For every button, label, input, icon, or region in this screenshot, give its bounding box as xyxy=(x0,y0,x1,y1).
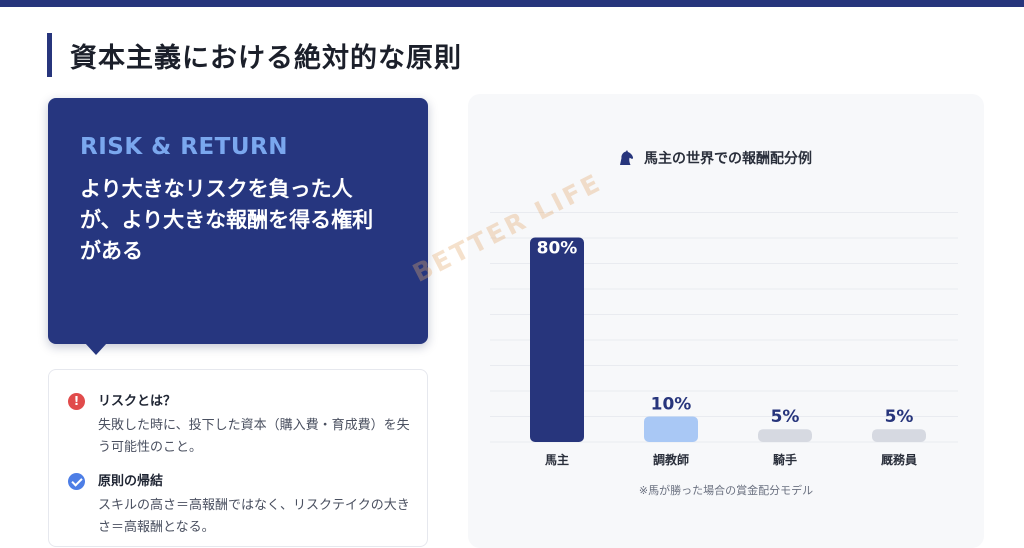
chart-title: 馬主の世界での報酬配分例 xyxy=(644,151,812,167)
bar-4 xyxy=(872,429,926,442)
chart-header: 馬主の世界での報酬配分例 xyxy=(617,148,812,168)
category-label: 騎手 xyxy=(773,452,797,467)
data-label: 10% xyxy=(651,394,692,414)
chart-footnote: ※馬が勝った場合の賞金配分モデル xyxy=(638,484,814,497)
reward-distribution-chart: 80% 馬主 10% 調教師 5% 騎手 5% 厩務員 xyxy=(490,212,958,467)
page-header: 資本主義における絶対的な原則 xyxy=(47,33,462,77)
check-circle-icon xyxy=(68,473,85,490)
data-label: 80% xyxy=(537,239,578,259)
callout-kicker: RISK & RETURN xyxy=(80,134,288,160)
alert-circle-icon xyxy=(68,393,85,410)
data-label: 5% xyxy=(885,407,914,427)
note-risk: リスクとは？ 失敗した時に、投下した資本（購入費・育成費）を失う可能性のこと。 xyxy=(68,392,410,459)
callout-pointer xyxy=(85,343,107,355)
title-accent-bar xyxy=(47,33,52,77)
category-label: 馬主 xyxy=(545,452,569,467)
category-label: 調教師 xyxy=(653,452,689,467)
category-label: 厩務員 xyxy=(881,452,917,467)
bar-2 xyxy=(644,416,698,442)
note-description: 失敗した時に、投下した資本（購入費・育成費）を失う可能性のこと。 xyxy=(98,418,410,455)
bar-3 xyxy=(758,429,812,442)
note-description: スキルの高さ＝高報酬ではなく、リスクテイクの大きさ＝高報酬となる。 xyxy=(98,498,410,535)
data-label: 5% xyxy=(771,407,800,427)
note-consequence: 原則の帰結 スキルの高さ＝高報酬ではなく、リスクテイクの大きさ＝高報酬となる。 xyxy=(68,472,410,539)
notes-card: リスクとは？ 失敗した時に、投下した資本（購入費・育成費）を失う可能性のこと。 … xyxy=(48,369,428,547)
top-accent-bar xyxy=(0,0,1024,7)
page-title: 資本主義における絶対的な原則 xyxy=(70,42,462,74)
bar-1 xyxy=(530,237,584,442)
note-title: リスクとは？ xyxy=(98,394,177,409)
principle-callout: RISK & RETURN より大きなリスクを負った人が、より大きな報酬を得る権… xyxy=(48,98,428,344)
callout-body: より大きなリスクを負った人が、より大きな報酬を得る権利がある xyxy=(80,177,374,263)
horse-icon xyxy=(620,150,634,165)
note-title: 原則の帰結 xyxy=(98,474,164,489)
